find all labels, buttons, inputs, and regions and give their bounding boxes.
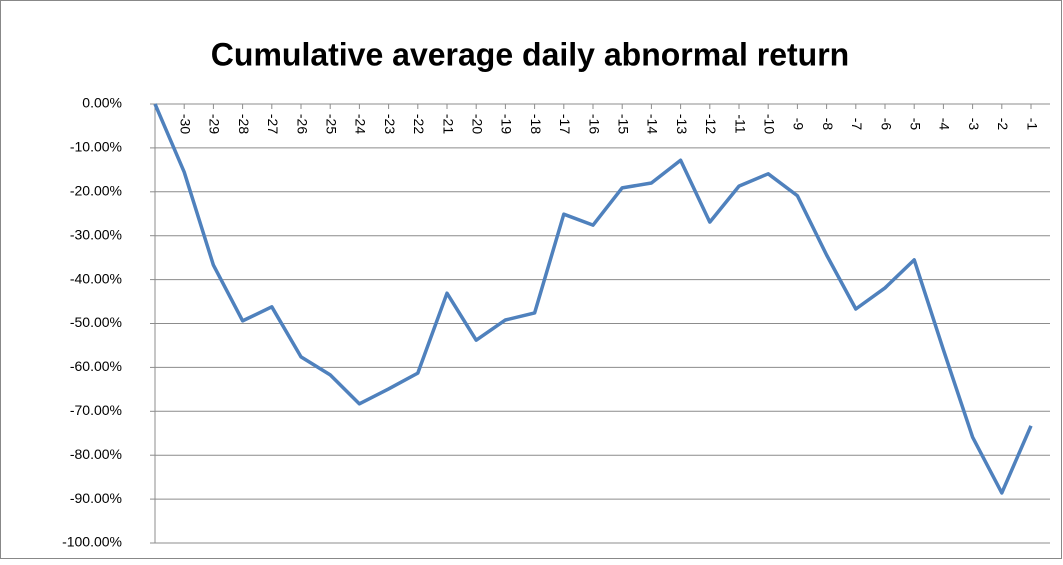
x-tick-label: -16 [586, 114, 602, 134]
y-tick-label: -30.00% [70, 226, 122, 242]
y-tick-label: -70.00% [70, 402, 122, 418]
x-tick-label: -10 [761, 114, 777, 134]
y-tick-label: -90.00% [70, 490, 122, 506]
x-tick-label: -26 [294, 114, 310, 134]
y-tick-label: -40.00% [70, 270, 122, 286]
x-tick-label: -5 [907, 118, 923, 131]
x-tick-label: -21 [440, 114, 456, 134]
x-tick-label: -12 [703, 114, 719, 134]
x-tick-label: -18 [528, 114, 544, 134]
y-tick-label: -20.00% [70, 183, 122, 199]
y-tick-label: -10.00% [70, 139, 122, 155]
y-tick-label: -100.00% [62, 534, 122, 550]
x-tick-label: -17 [557, 114, 573, 134]
x-tick-label: -2 [995, 118, 1011, 131]
x-tick-label: -29 [207, 114, 223, 134]
x-tick-label: -3 [966, 118, 982, 131]
x-tick-label: -8 [820, 118, 836, 131]
x-tick-label: -13 [674, 114, 690, 134]
x-tick-label: -14 [645, 114, 661, 134]
chart-title: Cumulative average daily abnormal return [211, 36, 849, 72]
y-tick-label: 0.00% [82, 95, 122, 111]
x-tick-label: -20 [469, 114, 485, 134]
x-tick-label: -22 [411, 114, 427, 134]
x-tick-label: -9 [791, 118, 807, 131]
x-tick-label: -30 [177, 114, 193, 134]
x-tick-label: -1 [1024, 118, 1040, 131]
x-tick-label: -6 [878, 118, 894, 131]
x-tick-label: -11 [732, 114, 748, 133]
data-line [153, 103, 1033, 495]
x-tick-label: -23 [382, 114, 398, 134]
x-tick-label: -27 [265, 114, 281, 134]
y-tick-label: -60.00% [70, 358, 122, 374]
x-tick-label: -15 [615, 114, 631, 134]
x-tick-label: -28 [236, 114, 252, 134]
x-tick-label: -4 [937, 118, 953, 131]
x-tick-label: -24 [353, 114, 369, 134]
x-tick-label: -25 [323, 114, 339, 134]
x-tick-label: -7 [849, 118, 865, 131]
y-tick-label: -80.00% [70, 446, 122, 462]
y-tick-label: -50.00% [70, 314, 122, 330]
x-tick-label: -19 [499, 114, 515, 134]
